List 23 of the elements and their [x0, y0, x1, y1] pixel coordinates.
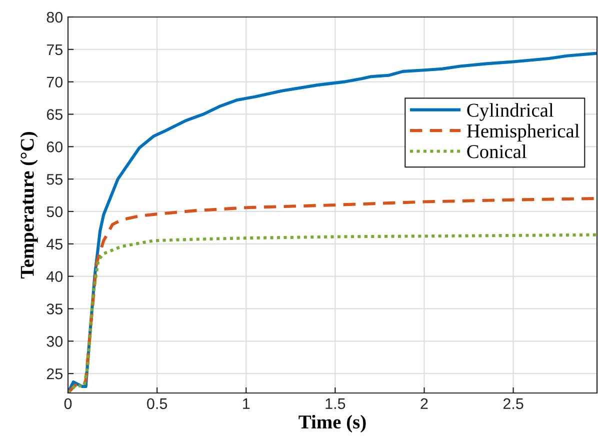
- x-tick-label: 0.5: [147, 398, 168, 410]
- y-tick-label: 80: [46, 12, 63, 23]
- y-tick-label: 55: [46, 174, 62, 185]
- y-tick-label: 75: [46, 44, 62, 56]
- y-tick-label: 45: [46, 238, 62, 250]
- y-axis-title: Temperature (°C): [20, 132, 38, 279]
- y-tick-label: 35: [46, 304, 62, 314]
- x-tick-label: 1: [243, 398, 250, 409]
- y-tick-label: 25: [46, 368, 62, 380]
- x-tick-label: 1.5: [326, 398, 346, 410]
- legend-label: Hemispherical: [466, 124, 580, 142]
- legend-label: Conical: [467, 144, 526, 158]
- y-tick-label: 60: [46, 142, 63, 152]
- y-tick-label: 65: [46, 109, 62, 120]
- y-tick-label: 70: [46, 76, 63, 88]
- x-tick-label: 0: [64, 398, 72, 410]
- y-tick-label: 50: [46, 206, 63, 218]
- y-tick-label: 30: [46, 336, 63, 347]
- x-tick-label: 2.5: [503, 398, 524, 410]
- x-axis-title: Time (s): [298, 414, 366, 433]
- y-tick-label: 40: [46, 271, 63, 282]
- legend-label: Cylindrical: [467, 103, 554, 121]
- x-tick-label: 2: [420, 398, 428, 409]
